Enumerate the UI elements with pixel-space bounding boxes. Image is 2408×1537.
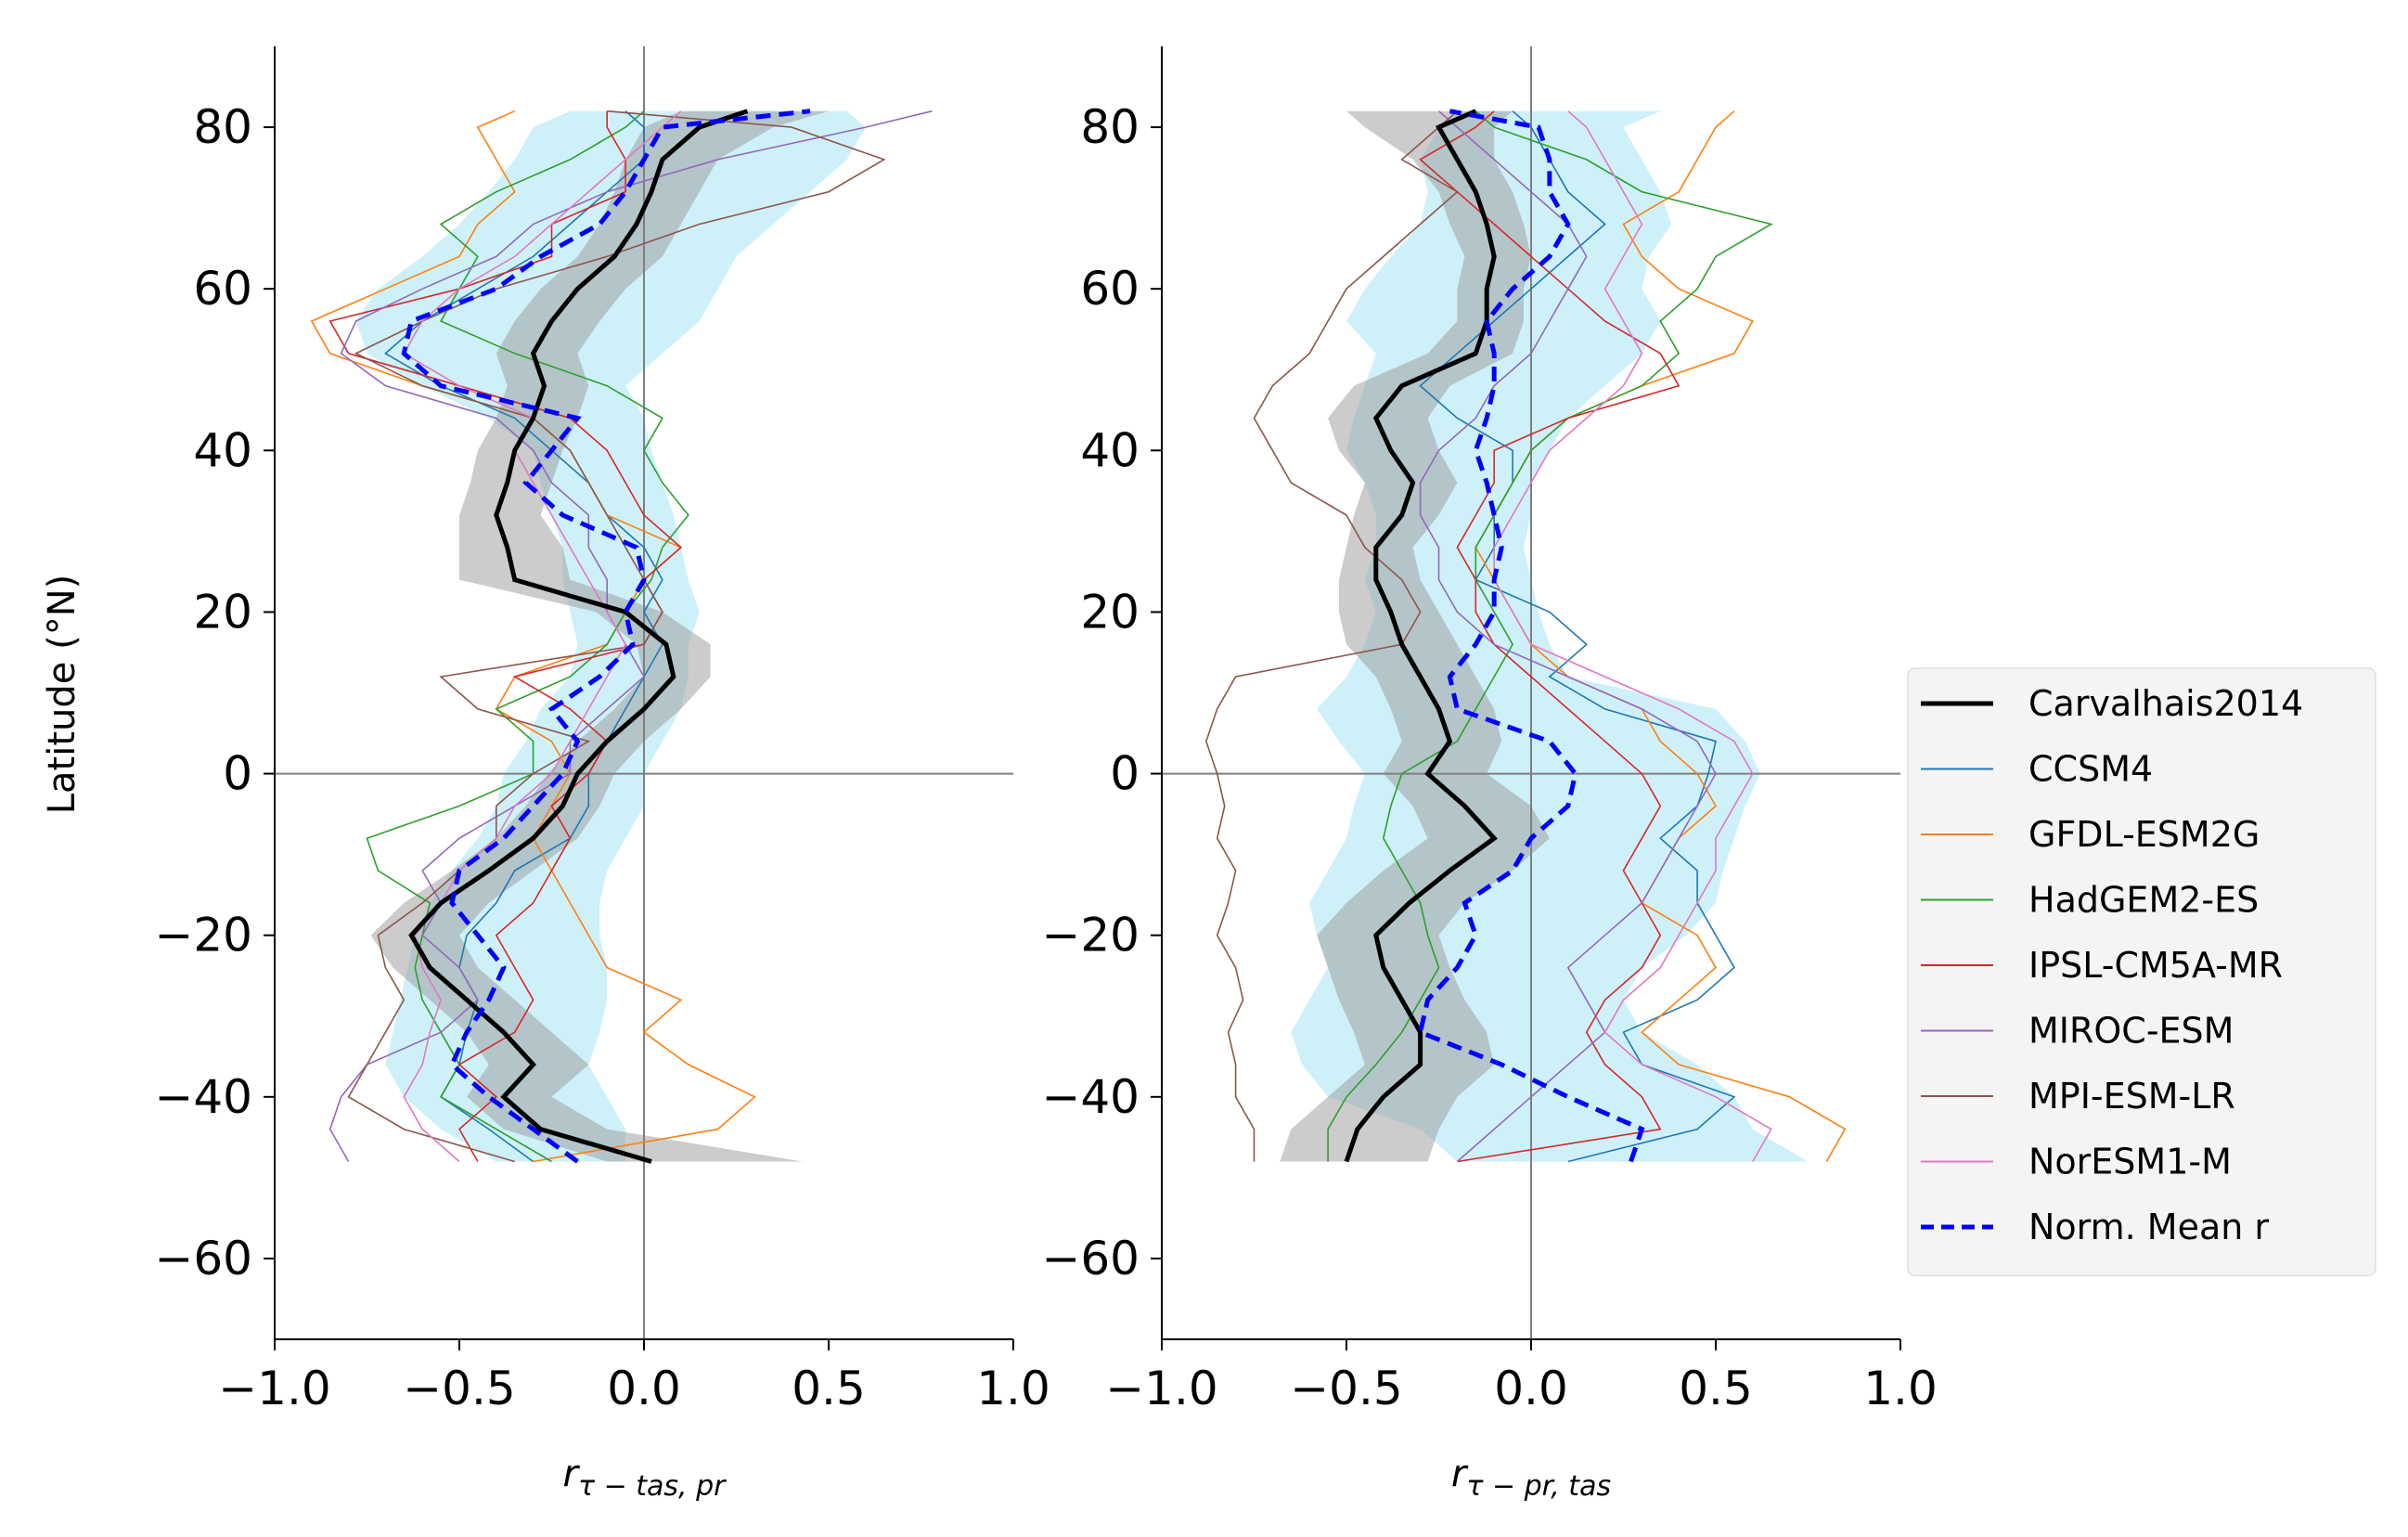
legend-label: Carvalhais2014: [2028, 683, 2303, 724]
series-norm-mean-r: [401, 109, 811, 1164]
y-tick-label: 40: [193, 423, 252, 477]
y-tick-label: 0: [223, 747, 252, 801]
series-noresm1-m: [1493, 110, 1772, 1162]
legend-box: [1907, 667, 2376, 1277]
series-hadgem2-es: [1327, 110, 1773, 1162]
y-tick-label: −40: [1041, 1070, 1140, 1124]
y-tick-label: 40: [1080, 423, 1140, 477]
legend-label: IPSL-CM5A-MR: [2028, 945, 2283, 986]
x-tick-label: −1.0: [218, 1362, 330, 1415]
legend: Carvalhais2014 CCSM4 GFDL-ESM2G HadGEM2-ES I…: [1907, 667, 2376, 1277]
y-tick-label: −40: [154, 1070, 252, 1124]
carvalhais-uncertainty-band: [370, 110, 829, 1162]
series-mpi-esm-lr: [347, 110, 886, 1163]
x-axis-label: rτ − pr, tas: [1451, 1453, 1611, 1503]
carvalhais-uncertainty-band: [1280, 110, 1550, 1162]
legend-label: Norm. Mean r: [2028, 1207, 2269, 1247]
y-axis-label: Latitude (°N): [41, 575, 84, 814]
left-panel: −1.0 −0.5 0.0 0.5 1.0 −60 −40 −20 0 20 40 60 80 rτ − …: [154, 46, 1050, 1503]
y-tick-label: 20: [193, 585, 252, 639]
y-tick-label: −60: [154, 1232, 252, 1285]
series-ipsl-cm5a-mr: [1419, 110, 1680, 1163]
x-tick-label: 0.0: [1494, 1362, 1568, 1415]
x-axis-label: rτ − tas, pr: [563, 1453, 728, 1503]
series-mpi-esm-lr: [1204, 110, 1459, 1162]
y-tick-label: 60: [1080, 262, 1140, 316]
y-tick-label: −60: [1041, 1232, 1140, 1285]
y-tick-label: −20: [1041, 909, 1140, 962]
y-tick-label: 0: [1110, 747, 1140, 801]
y-tick-label: 80: [1080, 100, 1140, 154]
legend-label: GFDL-ESM2G: [2028, 814, 2260, 855]
legend-label: HadGEM2-ES: [2028, 880, 2259, 921]
right-panel: −1.0 −0.5 0.0 0.5 1.0 −60 −40 −20 0 20 40 60 80 rτ − …: [1041, 46, 1938, 1503]
series-carvalhais2014: [408, 109, 749, 1164]
y-tick-label: −20: [154, 909, 252, 962]
x-tick-label: 1.0: [1863, 1362, 1938, 1415]
x-tick-label: −1.0: [1105, 1362, 1217, 1415]
series-miroc-esm: [1419, 110, 1717, 1163]
x-tick-label: 0.0: [607, 1362, 681, 1415]
series-noresm1-m: [403, 110, 682, 1163]
series-norm-mean-r: [1417, 109, 1645, 1163]
series-carvalhais2014: [1344, 109, 1498, 1163]
legend-label: MIROC-ESM: [2028, 1011, 2234, 1052]
y-tick-label: 80: [193, 100, 252, 154]
x-tick-label: 0.5: [792, 1362, 866, 1415]
y-tick-label: 60: [193, 262, 252, 316]
x-tick-label: −0.5: [403, 1362, 515, 1415]
legend-label: MPI-ESM-LR: [2028, 1076, 2235, 1117]
legend-label: NorESM1-M: [2028, 1142, 2232, 1182]
legend-label: CCSM4: [2028, 749, 2153, 790]
x-tick-label: 0.5: [1679, 1362, 1753, 1415]
x-tick-label: −0.5: [1290, 1362, 1402, 1415]
x-tick-label: 1.0: [976, 1362, 1050, 1415]
y-tick-label: 20: [1080, 585, 1140, 639]
